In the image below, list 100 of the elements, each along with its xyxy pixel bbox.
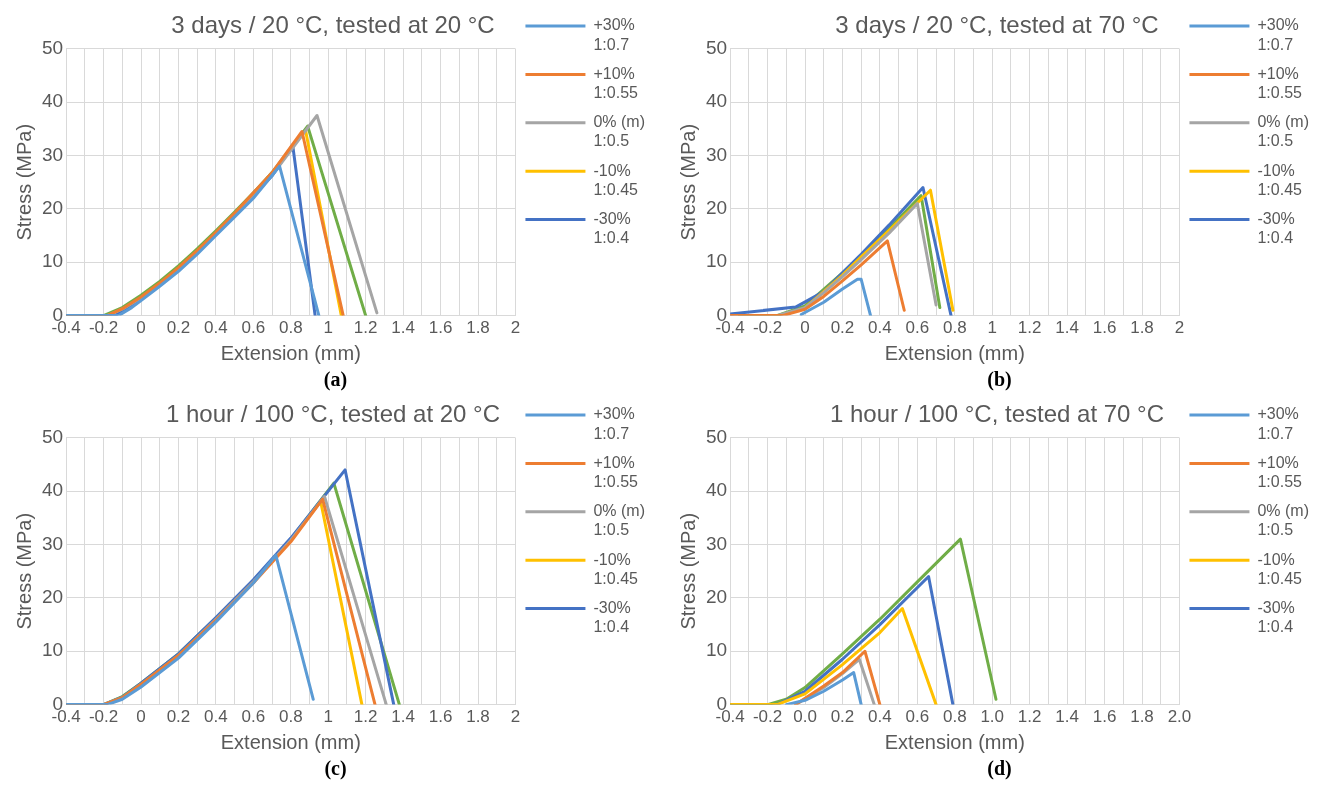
legend-label: -30% 1:0.4 [592,210,631,247]
x-tick-label: 1.4 [390,707,415,727]
x-tick-label: 0.8 [942,707,967,727]
legend-label: +30% 1:0.7 [1256,16,1299,53]
y-tick-label: 40 [41,90,63,112]
y-tick-label: 20 [41,197,63,219]
y-tick-label: 50 [41,37,63,59]
x-tick-label: 1.4 [1054,707,1079,727]
x-tick-label: 0.2 [830,318,854,338]
x-tick-label: 0.4 [203,707,228,727]
legend-label: -30% 1:0.4 [592,599,631,636]
chart-title: 3 days / 20 °C, tested at 70 °C [834,11,1159,39]
x-tick-label: 0.2 [830,707,854,727]
y-tick-label: 40 [41,479,63,501]
y-tick-label: 40 [705,90,727,112]
legend-label: +10% 1:0.55 [592,453,638,491]
y-tick-label: 50 [41,426,63,448]
y-tick-label: 20 [41,586,63,608]
x-tick-label: 2.0 [1167,707,1191,727]
x-tick-label: 1.6 [428,318,452,338]
x-tick-label: -0.2 [752,318,782,338]
x-tick-label: 1.0 [979,707,1004,727]
x-tick-label: 1.4 [390,318,415,338]
legend-label: +30% 1:0.7 [592,405,635,442]
y-axis-title: Stress (MPa) [676,123,699,241]
x-tick-label: 2 [510,707,520,727]
x-tick-label: 0.4 [867,318,892,338]
legend-label: +10% 1:0.55 [1256,453,1302,491]
x-tick-label: 1.2 [1017,707,1041,727]
text: (d) [987,757,1012,780]
x-tick-label: 0.8 [278,707,303,727]
y-tick-label: 10 [41,250,63,272]
x-tick-label: 1.6 [428,707,452,727]
x-tick-label: 1.2 [1017,318,1041,338]
legend-label: -10% 1:0.45 [592,550,638,587]
x-tick-label: 1.2 [353,318,377,338]
text: (c) [324,757,347,780]
x-tick-label: 0.6 [905,707,929,727]
legend-label: +10% 1:0.55 [1256,64,1302,102]
x-tick-label: 0.6 [905,318,929,338]
x-tick-label: 0.0 [792,707,817,727]
x-tick-label: 1.4 [1054,318,1079,338]
x-tick-label: 0.8 [278,318,303,338]
legend-label: +10% 1:0.55 [592,64,638,102]
x-tick-label: 1.8 [465,707,490,727]
x-tick-label: -0.2 [752,707,782,727]
x-tick-label: 1 [323,707,333,727]
x-tick-label: 1 [987,318,997,338]
x-tick-label: 0.2 [166,318,190,338]
x-axis-title: Extension (mm) [884,341,1025,364]
y-tick-label: 40 [705,479,727,501]
x-axis-title: Extension (mm) [220,730,361,753]
legend-label: +30% 1:0.7 [592,16,635,53]
x-tick-label: -0.2 [88,318,118,338]
y-axis-title: Stress (MPa) [12,512,35,630]
x-tick-label: 2 [510,318,520,338]
x-tick-label: 0.2 [166,707,190,727]
x-tick-label: 0 [135,318,146,338]
y-tick-label: 20 [705,586,727,608]
chart-title: 3 days / 20 °C, tested at 20 °C [170,11,495,39]
x-tick-label: 0.6 [241,318,265,338]
y-tick-label: 30 [41,532,63,554]
x-axis-title: Extension (mm) [220,341,361,364]
x-tick-label: 1.8 [1129,707,1154,727]
x-tick-label: 0.8 [942,318,967,338]
legend-label: -30% 1:0.4 [1256,599,1295,636]
x-tick-label: 0 [135,707,146,727]
x-tick-label: 2 [1174,318,1184,338]
legend-label: -10% 1:0.45 [1256,550,1302,587]
x-tick-label: 1.2 [353,707,377,727]
x-axis-title: Extension (mm) [884,730,1025,753]
y-axis-title: Stress (MPa) [676,512,699,630]
y-tick-label: 10 [705,639,727,661]
legend-label: 0% (m) 1:0.5 [1256,113,1309,150]
x-tick-label: 1 [323,318,333,338]
x-tick-label: -0.2 [88,707,118,727]
x-tick-label: 1.6 [1092,707,1116,727]
y-tick-label: 10 [41,639,63,661]
legend-label: 0% (m) 1:0.5 [592,502,645,539]
y-tick-label: 50 [705,426,727,448]
y-tick-label: 30 [705,532,727,554]
x-tick-label: 1.8 [1129,318,1154,338]
y-tick-label: 10 [705,250,727,272]
x-tick-label: 1.6 [1092,318,1116,338]
legend-label: -30% 1:0.4 [1256,210,1295,247]
legend-label: 0% (m) 1:0.5 [592,113,645,150]
x-tick-label: 0.4 [203,318,228,338]
x-tick-label: 0.4 [867,707,892,727]
legend-label: -10% 1:0.45 [1256,161,1302,198]
legend-label: -10% 1:0.45 [592,161,638,198]
legend-label: +30% 1:0.7 [1256,405,1299,442]
text: (a) [323,368,348,391]
text: (b) [987,368,1012,391]
legend-label: 0% (m) 1:0.5 [1256,502,1309,539]
y-tick-label: 50 [705,37,727,59]
y-tick-label: 30 [705,143,727,165]
x-tick-label: 0.6 [241,707,265,727]
x-tick-label: 0 [799,318,810,338]
y-axis-title: Stress (MPa) [12,123,35,241]
y-tick-label: 30 [41,143,63,165]
